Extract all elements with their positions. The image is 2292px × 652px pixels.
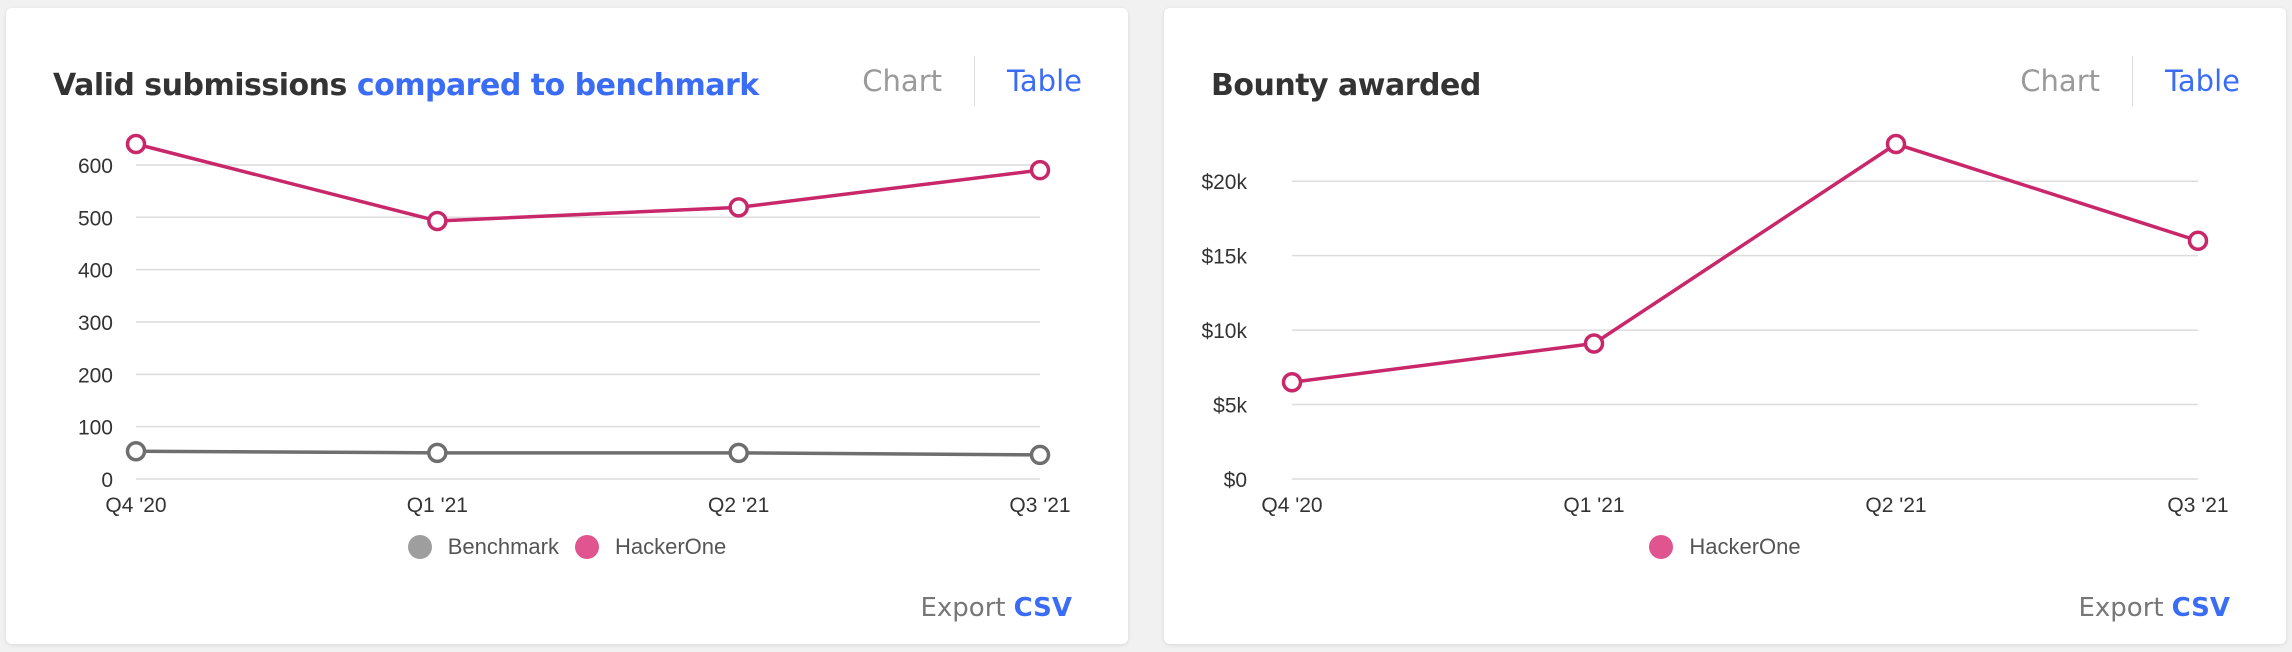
- chart-title-main: Bounty awarded: [1211, 68, 1481, 103]
- x-tick-label: Q1 '21: [407, 494, 468, 517]
- y-tick-label: 600: [78, 155, 113, 178]
- data-point-benchmark: [728, 442, 749, 464]
- chart-title-accent[interactable]: compared to benchmark: [356, 68, 759, 103]
- x-tick-label: Q2 '21: [1865, 494, 1926, 517]
- y-tick-label: 400: [78, 260, 113, 283]
- y-tick-label: $5k: [1213, 395, 1247, 418]
- export-csv-link[interactable]: CSV: [2171, 593, 2230, 623]
- data-point-hackerone: [1281, 371, 1303, 393]
- y-tick-label: 0: [101, 469, 113, 492]
- series-line-hackerone: [135, 142, 1041, 223]
- chart-legend: Benchmark HackerOne: [6, 534, 1128, 560]
- view-toggle: Chart Table: [862, 56, 1082, 106]
- legend-item-hackerone[interactable]: HackerOne: [1649, 534, 1801, 560]
- legend-item-hackerone[interactable]: HackerOne: [575, 534, 726, 560]
- toggle-divider: [2132, 56, 2133, 106]
- y-tick-label: $15k: [1201, 246, 1247, 269]
- legend-label: HackerOne: [1689, 534, 1801, 559]
- x-tick-label: Q4 '20: [105, 494, 166, 517]
- chart-view-tab[interactable]: Chart: [862, 64, 942, 98]
- chart-title: Valid submissions compared to benchmark: [53, 68, 759, 103]
- x-tick-label: Q2 '21: [708, 494, 769, 517]
- data-point-benchmark: [1029, 444, 1051, 466]
- export-row: Export CSV: [2078, 593, 2230, 623]
- x-tick-label: Q3 '21: [2167, 494, 2228, 517]
- view-toggle: Chart Table: [2020, 56, 2240, 106]
- data-point-hackerone: [1029, 159, 1051, 181]
- y-tick-label: 300: [78, 312, 113, 335]
- x-tick-label: Q4 '20: [1261, 494, 1322, 517]
- export-label: Export: [2078, 593, 2164, 623]
- data-point-hackerone: [2187, 230, 2209, 252]
- data-point-hackerone: [1583, 333, 1605, 354]
- y-tick-label: $10k: [1201, 320, 1247, 343]
- data-point-benchmark: [427, 442, 448, 464]
- bounty-awarded-card: Bounty awarded Chart Table $0 $5k $10k $15k…: [1164, 8, 2286, 644]
- export-row: Export CSV: [920, 593, 1072, 623]
- legend-swatch-benchmark: [407, 535, 432, 559]
- x-tick-label: Q3 '21: [1009, 494, 1070, 517]
- export-csv-link[interactable]: CSV: [1013, 593, 1072, 623]
- data-point-hackerone: [427, 210, 448, 232]
- legend-label: HackerOne: [615, 534, 727, 559]
- chart-title-main: Valid submissions: [53, 68, 347, 103]
- y-tick-label: 100: [78, 417, 113, 440]
- table-view-tab[interactable]: Table: [2165, 64, 2240, 98]
- series-line-benchmark: [135, 449, 1041, 457]
- y-tick-label: $0: [1224, 469, 1247, 492]
- data-point-hackerone: [1885, 133, 1907, 155]
- data-point-hackerone: [125, 133, 147, 155]
- valid-submissions-chart: 0 100 200 300 400 500 600 Q4 '20 Q1 '21 Q2 '21 Q3 …: [78, 133, 1071, 517]
- bounty-awarded-chart: $0 $5k $10k $15k $20k Q4 '20 Q1 '21 Q2 '21 Q3 '2…: [1201, 133, 2229, 517]
- x-tick-label: Q1 '21: [1563, 494, 1624, 517]
- export-label: Export: [920, 593, 1006, 623]
- y-tick-label: 200: [78, 364, 113, 387]
- legend-swatch-hackerone: [575, 535, 599, 559]
- chart-legend: HackerOne: [1164, 534, 2286, 560]
- y-tick-label: 500: [78, 207, 113, 230]
- data-point-benchmark: [125, 441, 147, 462]
- valid-submissions-card: Valid submissions compared to benchmark …: [6, 8, 1128, 644]
- legend-swatch-hackerone: [1649, 535, 1674, 559]
- toggle-divider: [974, 56, 975, 106]
- series-line-hackerone: [1291, 142, 2199, 384]
- y-tick-label: $20k: [1201, 171, 1247, 194]
- legend-item-benchmark[interactable]: Benchmark: [407, 534, 559, 560]
- chart-title: Bounty awarded: [1211, 68, 1481, 103]
- chart-view-tab[interactable]: Chart: [2020, 64, 2100, 98]
- table-view-tab[interactable]: Table: [1007, 64, 1082, 98]
- legend-label: Benchmark: [447, 534, 559, 559]
- data-point-hackerone: [728, 197, 749, 218]
